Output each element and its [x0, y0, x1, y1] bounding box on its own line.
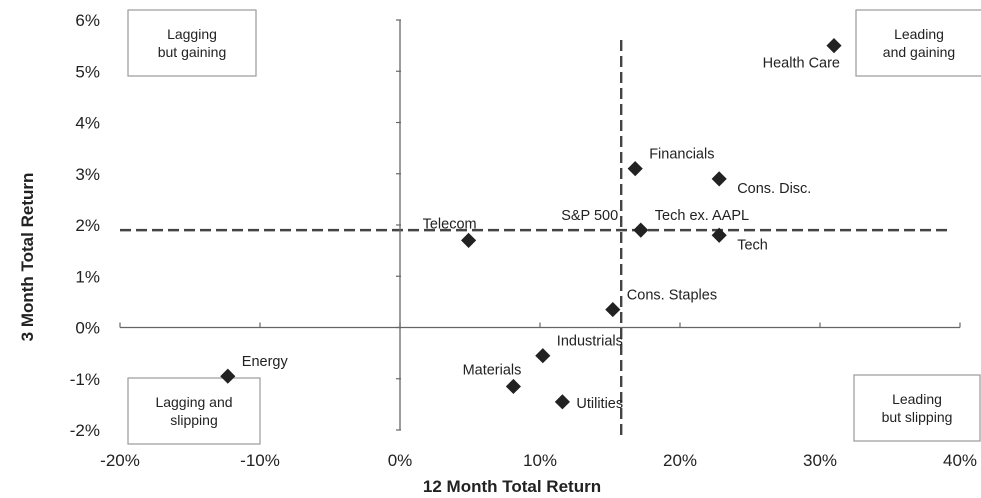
y-tick-label: 0% [75, 319, 100, 338]
quadrant-label-text: Lagging and [155, 394, 232, 410]
x-tick-label: 20% [663, 451, 697, 470]
y-tick-label: 5% [75, 62, 100, 81]
data-points-layer [220, 38, 842, 410]
quadrant-label-box [127, 9, 257, 77]
data-label-tech: Tech [737, 237, 768, 253]
data-point-utilities [554, 394, 570, 410]
data-point-financials [627, 161, 643, 177]
x-tick-label: 40% [943, 451, 977, 470]
data-label-energy: Energy [242, 354, 289, 370]
y-tick-label: -1% [70, 370, 100, 389]
data-point-telecom [461, 232, 477, 248]
reference-lines-layer [120, 40, 948, 436]
y-tick-label: 6% [75, 11, 100, 30]
quadrant-label-box [127, 377, 261, 445]
data-point-cons-staples [605, 301, 621, 318]
data-label-financials: Financials [649, 147, 714, 163]
quadrant-label-text: Lagging [167, 26, 217, 42]
point-labels-layer: S&P 500 Health Care Financials Cons. Disc. T… [242, 56, 840, 412]
quadrant-label-leading-and-gaining: Leading and gaining [855, 9, 981, 77]
data-label-tech-ex-aapl: Tech ex. AAPL [655, 208, 749, 224]
y-tick-label: 2% [75, 216, 100, 235]
data-label-health-care: Health Care [763, 56, 840, 72]
data-label-utilities: Utilities [576, 396, 623, 412]
sp500-reference-label: S&P 500 [561, 208, 618, 224]
quadrant-label-text: Leading [894, 26, 944, 42]
y-tick-label: 3% [75, 165, 100, 184]
quadrant-label-lagging-but-gaining: Lagging but gaining [127, 9, 257, 77]
data-point-cons-disc [711, 171, 727, 187]
y-tick-label: 4% [75, 114, 100, 133]
axes-layer: 6% 5% 4% 3% 2% 1% 0% -1% -2%-20% -10% 0% 10% 20% 30% 4… [70, 11, 977, 470]
data-label-cons-disc: Cons. Disc. [737, 181, 811, 197]
quadrant-label-box [853, 374, 981, 442]
x-axis-title: 12 Month Total Return [423, 477, 601, 496]
quadrant-label-leading-but-slipping: Leading but slipping [853, 374, 981, 442]
x-tick-label: 30% [803, 451, 837, 470]
x-tick-label: 0% [388, 451, 413, 470]
data-label-cons-staples: Cons. Staples [627, 288, 717, 304]
data-point-tech-ex-aapl [633, 222, 649, 238]
quadrant-label-text: Leading [892, 391, 942, 407]
quadrant-label-text: slipping [170, 412, 217, 428]
y-tick-label: 1% [75, 267, 100, 286]
data-point-health-care [826, 38, 842, 54]
quadrant-label-text: but gaining [158, 44, 227, 60]
x-tick-label: 10% [523, 451, 557, 470]
y-axis-title: 3 Month Total Return [18, 173, 37, 342]
x-tick-label: -20% [100, 451, 140, 470]
quadrant-label-box [855, 9, 981, 77]
data-point-tech [711, 227, 727, 243]
data-point-materials [505, 378, 521, 395]
quadrant-label-lagging-and-slipping: Lagging and slipping [127, 377, 261, 445]
data-label-industrials: Industrials [557, 334, 623, 350]
y-tick-label: -2% [70, 421, 100, 440]
quadrant-label-text: and gaining [883, 44, 955, 60]
data-label-materials: Materials [463, 362, 522, 378]
x-tick-label: -10% [240, 451, 280, 470]
quadrant-label-text: but slipping [882, 409, 953, 425]
quadrant-labels-layer: Lagging but gaining Leading and gaining Lagg… [127, 9, 981, 445]
data-point-energy [220, 368, 236, 384]
data-label-telecom: Telecom [423, 216, 477, 232]
data-point-industrials [535, 348, 551, 364]
